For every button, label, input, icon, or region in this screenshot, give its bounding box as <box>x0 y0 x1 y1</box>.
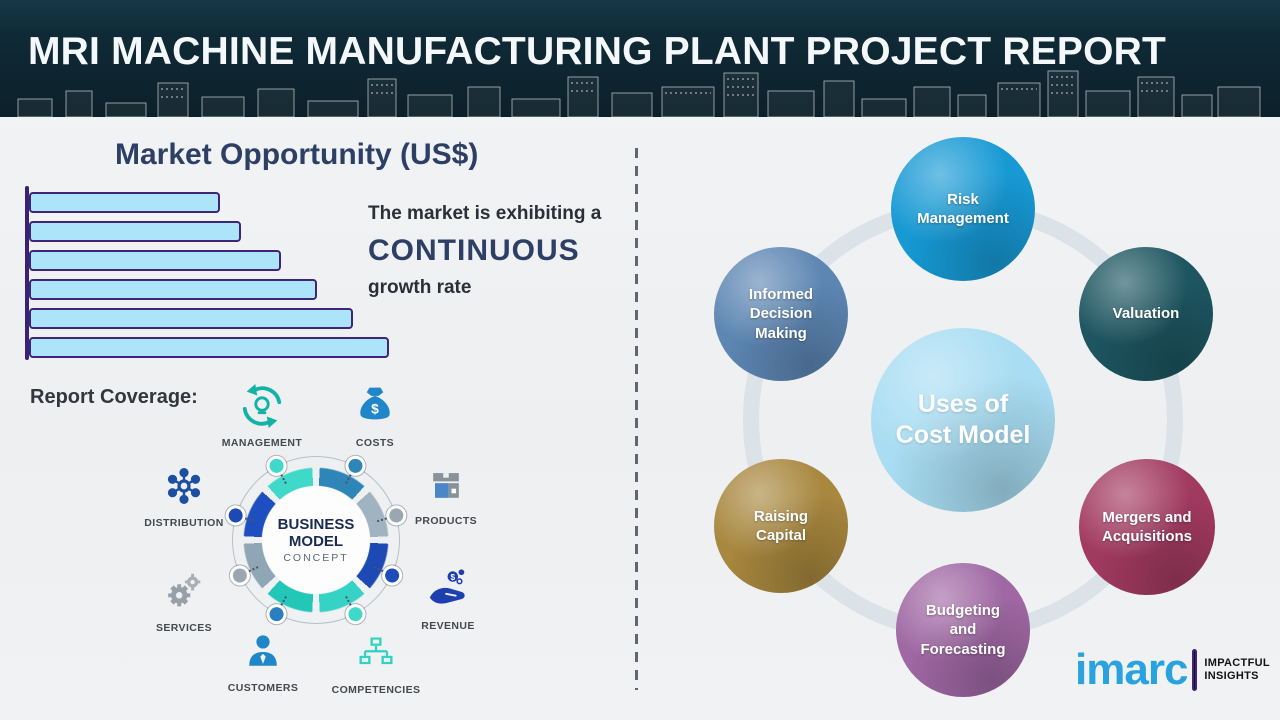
report-coverage-label: Report Coverage: <box>30 386 198 408</box>
coverage-item-costs: $ COSTS <box>327 383 423 449</box>
svg-text:$: $ <box>371 401 379 416</box>
cost-model-node-risk-management: Risk Management <box>891 137 1035 281</box>
bar-chart <box>29 192 389 366</box>
gears-icon <box>161 573 207 618</box>
growth-statement-prefix: The market is exhibiting a <box>368 203 602 224</box>
coverage-item-revenue: $ REVENUE <box>400 566 496 632</box>
cost-model-node-budgeting-forecasting: Budgeting and Forecasting <box>896 563 1030 697</box>
business-model-diagram: BUSINESS MODEL CONCEPT <box>223 452 409 628</box>
business-model-outer-circle <box>232 456 400 624</box>
coverage-item-competencies: COMPETENCIES <box>328 632 424 696</box>
coverage-item-label: DISTRIBUTION <box>144 517 224 529</box>
city-skyline-graphic <box>17 70 1261 117</box>
chart-bar <box>29 279 317 300</box>
chart-bar <box>29 337 389 358</box>
business-model-center-line2: MODEL <box>288 533 344 550</box>
section-divider <box>635 148 638 690</box>
logo-divider-bar <box>1192 649 1198 691</box>
svg-text:$: $ <box>451 573 456 582</box>
imarc-logo: imarc IMPACTFUL INSIGHTS <box>1075 648 1270 692</box>
coverage-item-label: PRODUCTS <box>414 515 478 527</box>
growth-statement-highlight: CONTINUOUS <box>368 234 580 267</box>
cost-model-node-valuation: Valuation <box>1079 247 1213 381</box>
org-chart-icon <box>354 637 398 680</box>
coverage-item-products: PRODUCTS <box>398 463 494 527</box>
coverage-item-label: COMPETENCIES <box>331 684 421 696</box>
chart-bar <box>29 221 241 242</box>
coverage-item-customers: CUSTOMERS <box>215 630 311 694</box>
coverage-item-services: SERVICES <box>136 568 232 634</box>
coverage-item-label: MANAGEMENT <box>221 437 303 449</box>
bar-chart-axis <box>25 186 29 360</box>
cost-model-node-raising-capital: Raising Capital <box>714 459 848 593</box>
growth-statement-suffix: growth rate <box>368 277 472 298</box>
coverage-item-label: REVENUE <box>421 620 475 632</box>
imarc-wordmark: imarc <box>1075 645 1188 694</box>
page-title: MRI MACHINE MANUFACTURING PLANT PROJECT … <box>28 30 1167 73</box>
package-box-icon <box>424 473 468 511</box>
money-bag-icon: $ <box>353 387 397 433</box>
coverage-item-label: CUSTOMERS <box>227 682 299 694</box>
cost-model-node-mergers-acquisitions: Mergers and Acquisitions <box>1079 459 1215 595</box>
chart-bar <box>29 308 353 329</box>
coverage-item-label: SERVICES <box>155 622 213 634</box>
market-opportunity-title: Market Opportunity (US$) <box>115 138 479 171</box>
hand-coins-icon: $ <box>425 569 471 616</box>
business-model-center-line1: BUSINESS <box>277 515 355 533</box>
chart-bar <box>29 192 220 213</box>
logo-tagline: IMPACTFUL INSIGHTS <box>1204 656 1270 682</box>
node-label: Budgeting and Forecasting <box>920 601 1006 658</box>
cost-model-center-label: Uses of Cost Model <box>895 389 1031 449</box>
business-model-center: BUSINESS MODEL CONCEPT <box>262 486 370 594</box>
node-label: Mergers and Acquisitions <box>1101 508 1192 546</box>
chart-bar <box>29 250 281 271</box>
cost-model-node-informed-decision-making: Informed Decision Making <box>714 247 848 381</box>
node-label: Informed Decision Making <box>748 285 814 342</box>
cost-model-center: Uses of Cost Model <box>871 328 1055 512</box>
coverage-item-label: COSTS <box>355 437 395 449</box>
node-label: Valuation <box>1112 305 1180 323</box>
growth-statement: The market is exhibiting a CONTINUOUS gr… <box>368 203 638 299</box>
management-icon <box>239 383 285 433</box>
header: MRI MACHINE MANUFACTURING PLANT PROJECT … <box>0 0 1280 117</box>
network-hub-icon <box>161 467 207 513</box>
person-icon <box>241 635 285 678</box>
node-label: Risk Management <box>917 190 1009 228</box>
business-model-center-line3: CONCEPT <box>283 552 349 565</box>
coverage-item-management: MANAGEMENT <box>214 383 310 449</box>
node-label: Raising Capital <box>753 507 809 545</box>
coverage-item-distribution: DISTRIBUTION <box>136 463 232 529</box>
